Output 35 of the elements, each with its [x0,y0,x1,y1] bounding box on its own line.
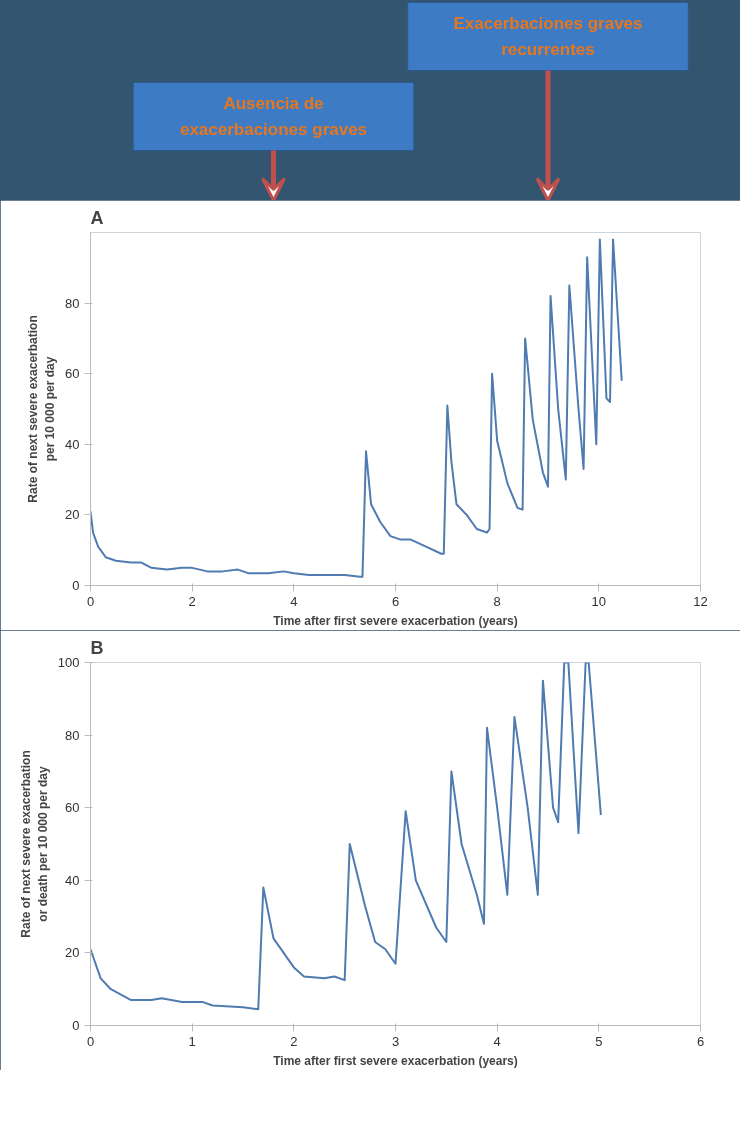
text: Exacerbaciones graves recurrentes [453,14,643,59]
x-tick-label: 0 [86,1033,95,1049]
x-tick-label: 1 [188,1033,196,1049]
y-tick-label: 100 [57,655,80,670]
y-tick-label: 20 [65,945,80,961]
x-tick-label: 4 [493,1033,501,1049]
y-tick-label: 0 [72,578,80,593]
y-axis-title: Rate of next severe exacerbation per 10 000 per day [26,315,58,503]
x-tick-label: 6 [696,1033,705,1049]
x-tick-label: 8 [493,593,501,609]
chart-title: A [90,207,104,228]
x-tick-label: 2 [188,593,196,609]
chart-title: B [90,637,104,658]
y-tick-label: 60 [65,366,80,382]
y-tick-label: 60 [65,800,80,816]
x-tick-label: 5 [595,1033,603,1049]
y-tick-label: 20 [65,507,80,523]
x-axis-title: Time after first severe exacerbation (years) [273,1053,518,1068]
x-axis-title: Time after first severe exacerbation (years) [273,613,518,628]
line-series [90,662,602,1011]
y-tick-label: 40 [65,436,80,452]
x-tick-label: 3 [391,1033,400,1049]
text: Ausencia de exacerbaciones graves [179,94,368,139]
y-tick-label: 40 [65,872,80,888]
x-tick-label: 10 [591,593,607,609]
x-tick-label: 6 [391,593,400,609]
y-tick-label: 80 [65,727,80,743]
line-series [90,238,623,578]
x-tick-label: 0 [86,593,95,609]
x-tick-label: 2 [290,1033,298,1049]
y-tick-label: 0 [72,1018,80,1033]
x-tick-label: 4 [290,593,298,609]
x-tick-label: 12 [693,593,708,609]
y-axis-title: Rate of next severe exacerbation or death per 10 000 per day [19,750,50,938]
y-tick-label: 80 [65,295,80,311]
